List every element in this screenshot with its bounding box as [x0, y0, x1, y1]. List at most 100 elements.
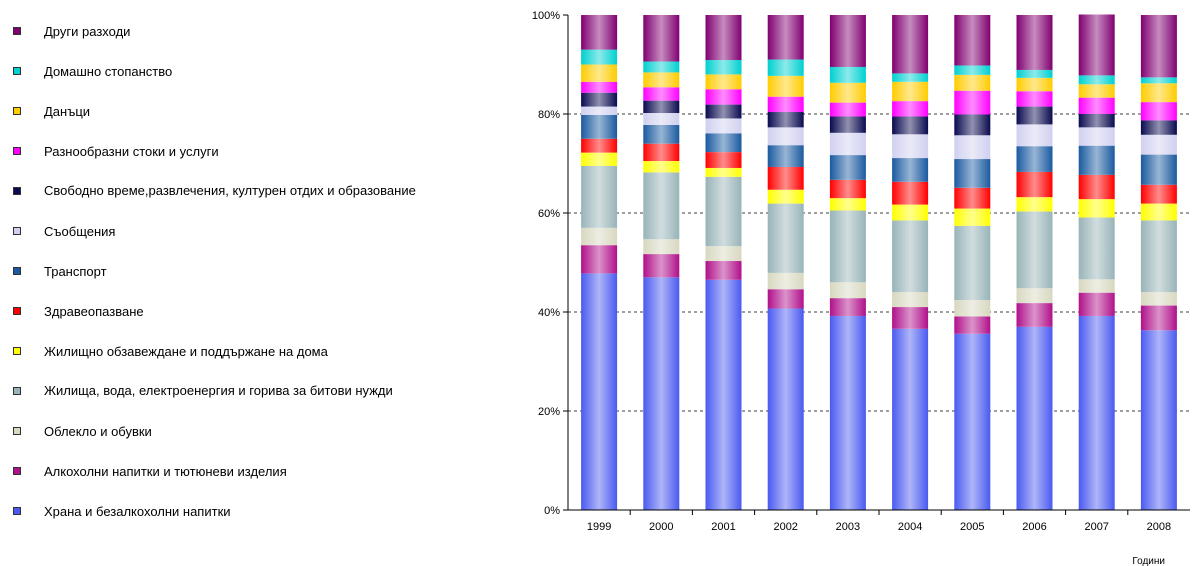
- bar-segment-2006-разнообразни-стоки-и-услуги: [1016, 91, 1053, 107]
- bar-segment-2001-данъци: [705, 74, 742, 90]
- bar-segment-2004-други-разходи: [892, 15, 929, 74]
- bar-segment-2006-свободно-време-развлечения-културен-отдих-и-образование: [1016, 106, 1053, 125]
- bar-segment-2008-съобщения: [1140, 134, 1177, 155]
- bar-segment-2006-жилищно-обзавеждане-и-поддържане-на-дома: [1016, 197, 1053, 212]
- bar-segment-2002-алкохолни-напитки-и-тютюневи-изделия: [767, 289, 804, 309]
- bar-segment-2003-алкохолни-напитки-и-тютюневи-изделия: [829, 298, 866, 316]
- bar-segment-2005-жилища-вода-електроенергия-и-горива-за-битови-нужди: [954, 225, 991, 301]
- y-tick-label: 100%: [532, 10, 560, 22]
- legend-label: Алкохолни напитки и тютюневи изделия: [44, 464, 287, 479]
- bar-segment-2008-облекло-и-обувки: [1140, 292, 1177, 306]
- bar-segment-2007-съобщения: [1078, 127, 1115, 146]
- legend-swatch: [13, 107, 21, 115]
- bar-segment-2000-здравеопазване: [643, 143, 680, 162]
- bar-segment-2006-транспорт: [1016, 146, 1053, 172]
- bar-segment-2002-жилищно-обзавеждане-и-поддържане-на-дома: [767, 189, 804, 204]
- bar-segment-2007-храна-и-безалкохолни-напитки: [1078, 315, 1115, 510]
- bar-segment-2008-жилища-вода-електроенергия-и-горива-за-битови-нужди: [1140, 220, 1177, 293]
- bars: [581, 14, 1177, 510]
- bar-segment-2005-облекло-и-обувки: [954, 300, 991, 317]
- bar-segment-2007-разнообразни-стоки-и-услуги: [1078, 97, 1115, 114]
- bar-segment-1999-домашно-стопанство: [581, 49, 618, 65]
- bar-segment-2005-други-разходи: [954, 15, 991, 66]
- bar-segment-2003-данъци: [829, 82, 866, 103]
- bar-segment-2006-други-разходи: [1016, 15, 1053, 70]
- bar-segment-2004-здравеопазване: [892, 181, 929, 205]
- legend-swatch: [13, 347, 21, 355]
- legend-label: Храна и безалкохолни напитки: [44, 504, 231, 519]
- bar-segment-1999-облекло-и-обувки: [581, 227, 618, 246]
- bar-segment-2000-храна-и-безалкохолни-напитки: [643, 277, 680, 510]
- legend-label: Здравеопазване: [44, 304, 144, 319]
- legend-swatch: [13, 387, 21, 395]
- bar-segment-2002-храна-и-безалкохолни-напитки: [767, 308, 804, 510]
- bar-segment-1999-свободно-време-развлечения-културен-отдих-и-образование: [581, 92, 618, 107]
- bar-segment-2003-други-разходи: [829, 15, 866, 67]
- bar-segment-2002-други-разходи: [767, 15, 804, 60]
- bar-segment-2001-домашно-стопанство: [705, 60, 742, 75]
- x-tick-label: 2008: [1147, 521, 1171, 533]
- legend-swatch: [13, 67, 21, 75]
- y-tick-label: 80%: [538, 109, 560, 121]
- bar-segment-2008-домашно-стопанство: [1140, 77, 1177, 84]
- bar-segment-2004-жилища-вода-електроенергия-и-горива-за-битови-нужди: [892, 220, 929, 293]
- bar-segment-2001-съобщения: [705, 118, 742, 134]
- legend-swatch: [13, 227, 21, 235]
- bar-segment-2005-алкохолни-напитки-и-тютюневи-изделия: [954, 316, 991, 334]
- legend-label: Облекло и обувки: [44, 424, 152, 439]
- bar-segment-2005-транспорт: [954, 159, 991, 188]
- bar-segment-2002-данъци: [767, 75, 804, 97]
- bar-segment-1999-здравеопазване: [581, 138, 618, 153]
- legend-swatch: [13, 427, 21, 435]
- bar-segment-2000-жилищно-обзавеждане-и-поддържане-на-дома: [643, 161, 680, 173]
- bar-segment-2004-съобщения: [892, 134, 929, 159]
- bar-segment-2001-храна-и-безалкохолни-напитки: [705, 279, 742, 510]
- bar-segment-1999-жилищно-обзавеждане-и-поддържане-на-дома: [581, 152, 618, 166]
- legend-label: Свободно време,развлечения, културен отд…: [44, 183, 416, 198]
- bar-segment-2001-алкохолни-напитки-и-тютюневи-изделия: [705, 261, 742, 280]
- legend-swatch: [13, 507, 21, 515]
- bar-segment-2008-разнообразни-стоки-и-услуги: [1140, 102, 1177, 121]
- bar-segment-2004-облекло-и-обувки: [892, 292, 929, 308]
- bar-segment-1999-храна-и-безалкохолни-напитки: [581, 273, 618, 510]
- x-tick-label: 2007: [1084, 521, 1108, 533]
- bar-segment-2007-други-разходи: [1078, 14, 1115, 76]
- bar-segment-2003-храна-и-безалкохолни-напитки: [829, 315, 866, 510]
- bar-segment-2004-транспорт: [892, 158, 929, 182]
- bar-segment-2005-храна-и-безалкохолни-напитки: [954, 333, 991, 510]
- x-axis-title: Години: [1132, 556, 1165, 566]
- y-tick-label: 20%: [538, 406, 560, 418]
- bar-segment-1999-транспорт: [581, 114, 618, 139]
- bar-segment-2003-свободно-време-развлечения-културен-отдих-и-образование: [829, 116, 866, 133]
- bar-segment-2005-жилищно-обзавеждане-и-поддържане-на-дома: [954, 208, 991, 226]
- bar-segment-2006-облекло-и-обувки: [1016, 288, 1053, 304]
- legend-swatch: [13, 187, 21, 195]
- bar-segment-2003-жилищно-обзавеждане-и-поддържане-на-дома: [829, 198, 866, 211]
- bar-segment-2002-транспорт: [767, 145, 804, 167]
- bar-segment-2002-свободно-време-развлечения-културен-отдих-и-образование: [767, 112, 804, 128]
- y-tick-label: 60%: [538, 208, 560, 220]
- bar-segment-2007-данъци: [1078, 84, 1115, 98]
- bar-segment-1999-съобщения: [581, 106, 618, 115]
- legend-swatch: [13, 147, 21, 155]
- x-tick-label: 1999: [587, 521, 611, 533]
- bar-segment-2005-свободно-време-развлечения-културен-отдих-и-образование: [954, 114, 991, 136]
- bar-segment-2001-други-разходи: [705, 15, 742, 61]
- bar-segment-2000-данъци: [643, 72, 680, 88]
- bar-segment-2007-транспорт: [1078, 145, 1115, 175]
- bar-segment-2000-транспорт: [643, 124, 680, 144]
- bar-segment-2000-разнообразни-стоки-и-услуги: [643, 87, 680, 101]
- bar-segment-2003-облекло-и-обувки: [829, 282, 866, 299]
- bar-segment-2000-алкохолни-напитки-и-тютюневи-изделия: [643, 254, 680, 278]
- bar-segment-2007-свободно-време-развлечения-културен-отдих-и-образование: [1078, 114, 1115, 128]
- bar-segment-2004-данъци: [892, 81, 929, 102]
- bar-segment-2002-съобщения: [767, 127, 804, 146]
- legend-label: Други разходи: [44, 24, 131, 39]
- x-tick-label: 2004: [898, 521, 922, 533]
- bar-segment-2006-жилища-вода-електроенергия-и-горива-за-битови-нужди: [1016, 211, 1053, 289]
- bar-segment-2002-здравеопазване: [767, 166, 804, 190]
- chart-legend: Други разходи Домашно стопанство Данъци Раз…: [8, 0, 508, 540]
- legend-label: Жилища, вода, електроенергия и горива за…: [44, 383, 393, 398]
- bar-segment-2004-алкохолни-напитки-и-тютюневи-изделия: [892, 307, 929, 329]
